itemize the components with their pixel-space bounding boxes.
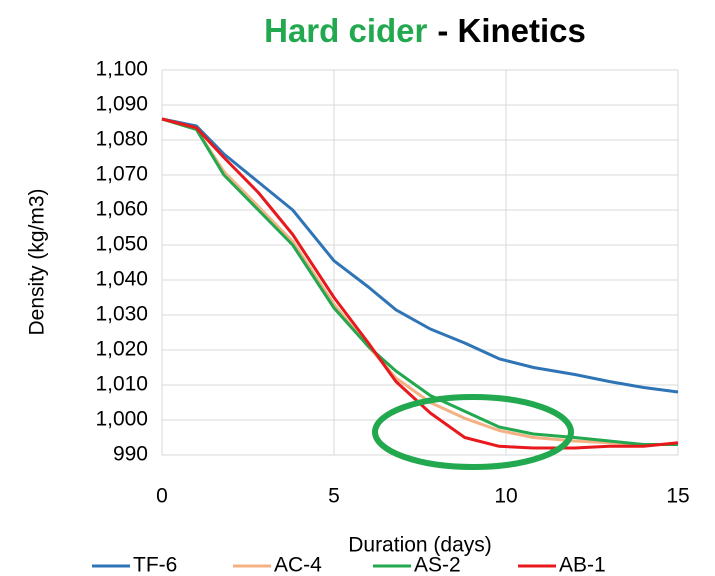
highlight-ellipse	[372, 394, 574, 470]
chart-title: Hard cider - Kinetics	[264, 12, 586, 49]
title-highlight: Hard cider	[264, 12, 427, 49]
y-tick-label: 1,040	[95, 268, 148, 291]
legend-label: AC-4	[274, 554, 322, 576]
y-tick-label: 1,010	[95, 373, 148, 396]
legend-label: AS-2	[414, 554, 461, 576]
series-line	[161, 117, 678, 446]
legend-label: TF-6	[133, 554, 177, 576]
legend-label: AB-1	[559, 554, 606, 576]
x-tick-label: 0	[156, 485, 168, 508]
y-tick-label: 1,060	[95, 198, 148, 221]
x-axis-label: Duration (days)	[348, 534, 492, 557]
y-tick-label: 1,000	[95, 408, 148, 431]
x-tick-label: 15	[666, 485, 689, 508]
y-tick-label: 1,030	[95, 303, 148, 326]
series-line	[161, 117, 679, 450]
y-tick-label: 1,100	[95, 58, 148, 81]
y-axis-label: Density (kg/m3)	[26, 188, 49, 335]
x-tick-label: 5	[328, 485, 340, 508]
title-rest: - Kinetics	[437, 12, 586, 49]
y-tick-label: 1,080	[95, 128, 148, 151]
series-line	[161, 117, 679, 394]
legend: TF-6 AC-4 AS-2 AB-1	[92, 554, 606, 576]
series-line	[161, 117, 678, 446]
y-tick-label: 1,070	[95, 163, 148, 186]
y-tick-label: 1,090	[95, 93, 148, 116]
y-tick-label: 1,050	[95, 233, 148, 256]
x-tick-label: 10	[494, 485, 517, 508]
y-tick-label: 990	[113, 443, 148, 466]
y-tick-label: 1,020	[95, 338, 148, 361]
plot-area	[161, 69, 679, 456]
